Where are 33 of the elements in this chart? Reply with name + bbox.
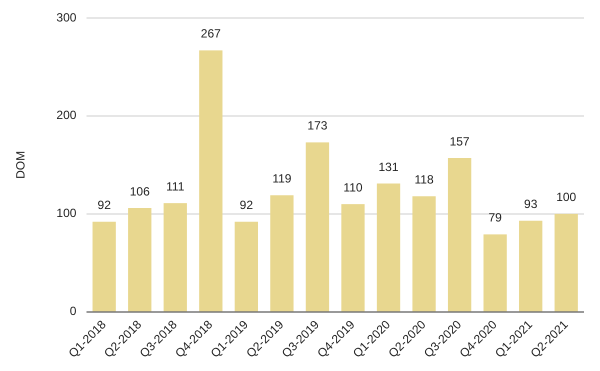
data-label: 131 [378, 160, 399, 174]
data-label: 93 [524, 197, 538, 212]
bar [92, 222, 116, 312]
bar [483, 234, 507, 312]
data-label: 110 [343, 180, 363, 194]
data-label: 157 [450, 134, 470, 148]
bar [448, 158, 472, 312]
y-tick-label: 100 [56, 206, 77, 220]
bar [306, 142, 330, 312]
data-label: 267 [200, 26, 222, 41]
bar [234, 222, 258, 312]
data-label: 79 [488, 210, 502, 225]
data-label: 100 [556, 190, 577, 204]
data-label: 119 [272, 172, 292, 186]
bar [376, 184, 400, 312]
bar [554, 214, 578, 312]
y-tick-label: 300 [56, 10, 77, 24]
bar [341, 204, 365, 312]
bar [412, 196, 436, 312]
y-tick-label: 0 [70, 304, 77, 318]
bar [519, 220, 542, 312]
data-label: 106 [130, 184, 150, 198]
y-tick-label: 200 [56, 108, 77, 122]
data-label: 92 [240, 198, 254, 212]
bar [270, 195, 294, 312]
data-label: 173 [307, 118, 328, 133]
bar [164, 203, 187, 312]
bar [199, 50, 222, 312]
y-axis-title: DOM [14, 150, 28, 179]
data-label: 92 [98, 198, 112, 212]
data-label: 118 [414, 172, 434, 187]
bar [128, 208, 152, 312]
data-label: 111 [166, 179, 185, 194]
